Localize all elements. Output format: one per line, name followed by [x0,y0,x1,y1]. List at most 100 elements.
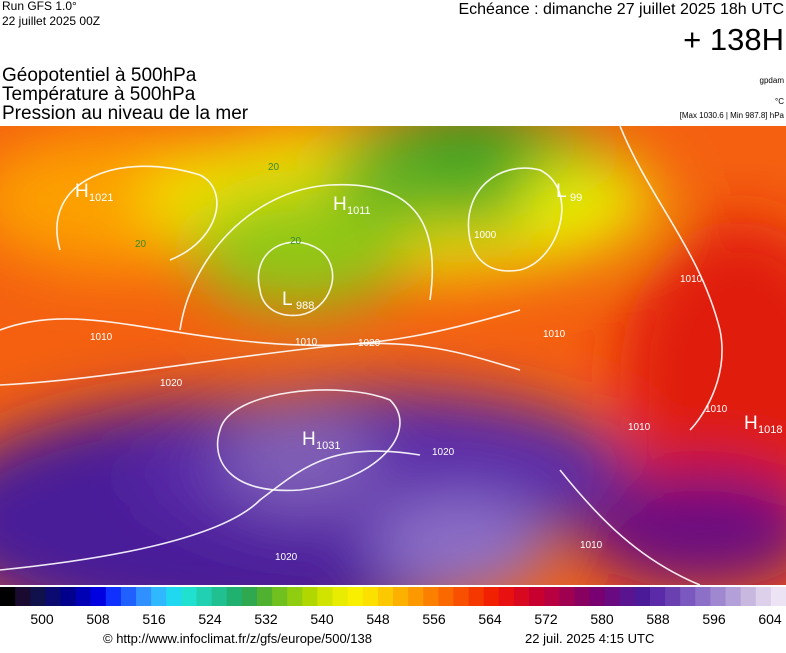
swatch [725,587,742,606]
isobar-label: 1010 [705,404,728,415]
swatch [256,587,273,606]
center-value: 1018 [758,424,782,436]
swatch [740,587,757,606]
colorbar-label: 580 [590,611,614,627]
swatch [680,587,696,606]
swatch [529,587,545,606]
swatch [120,587,137,606]
swatch [45,587,61,606]
swatch [105,587,122,606]
swatch [377,587,394,606]
unit: [Max 1030.6 | Min 987.8] hPa [680,111,785,120]
run-date: 22 juillet 2025 00Z [2,14,100,28]
center-value: 1011 [347,205,371,217]
swatch [619,587,636,606]
swatch [30,587,46,606]
center-letter: L [282,289,293,310]
swatch [649,587,666,606]
swatch [181,587,197,606]
swatch [15,587,31,606]
colorbar-label: 500 [30,611,54,627]
swatch [151,587,167,606]
swatch [513,587,530,606]
echeance: Echéance : dimanche 27 juillet 2025 18h … [458,1,784,18]
swatch [665,587,681,606]
colorbar-label: 532 [254,611,278,627]
swatch [604,587,621,606]
center-value: 1031 [316,440,340,452]
isobar-label: 1010 [680,274,703,285]
run: Run GFS 1.0° [2,0,77,13]
isobar-label: 1010 [295,337,318,348]
colorbar-label: 564 [478,611,502,627]
url: © http://www.infoclimat.fr/z/gfs/europe/… [103,631,372,646]
swatch [589,587,606,606]
swatch [302,587,318,606]
temp-label: 20 [268,162,280,173]
isobar-label: 1020 [432,447,455,458]
swatch [347,587,364,606]
lead-time: + 138H [683,22,784,57]
swatch [211,587,228,606]
center-letter: H [302,429,316,450]
swatch [75,587,92,606]
swatch [498,587,515,606]
colorbar-label: 572 [534,611,558,627]
center-letter: L [556,181,567,202]
swatch [241,587,258,606]
title: Température à 500hPa [2,84,196,105]
center-value: 988 [296,300,314,312]
swatch [634,587,651,606]
center-letter: H [75,181,89,202]
swatch [332,587,349,606]
swatch [287,587,303,606]
isobar-label: 1020 [358,338,381,349]
swatch [272,587,288,606]
swatch [393,587,409,606]
colorbar-label: 588 [646,611,670,627]
center-letter: H [333,194,347,215]
swatch [755,587,772,606]
isobar-label: 1020 [275,552,298,563]
colorbar-label: 508 [86,611,110,627]
center-letter: H [744,413,758,434]
isobar-label: 1000 [474,230,497,241]
unit: °C [775,97,784,106]
swatch [362,587,379,606]
swatch [60,587,77,606]
temp-label: 20 [290,236,302,247]
swatch [770,587,786,606]
swatch [483,587,500,606]
swatch [408,587,424,606]
swatch [226,587,243,606]
center-value: 99 [570,192,582,204]
colorbar-label: 516 [142,611,166,627]
swatch [423,587,439,606]
swatch [695,587,711,606]
timestamp: 22 juil. 2025 4:15 UTC [525,631,654,646]
isobar-label: 1010 [90,332,113,343]
swatch [710,587,727,606]
swatch [468,587,485,606]
colorbar-label: 540 [310,611,334,627]
isobar-label: 1010 [628,422,651,433]
swatch [453,587,470,606]
swatch [136,587,152,606]
colorbar-label: 548 [366,611,390,627]
unit: gpdam [760,76,785,85]
title: Géopotentiel à 500hPa [2,65,197,86]
colorbar-label: 604 [758,611,782,627]
title: Pression au niveau de la mer [2,103,249,124]
colorbar-label: 556 [422,611,446,627]
isobar-label: 1020 [160,378,183,389]
swatch [0,587,16,606]
colorbar-label: 596 [702,611,726,627]
swatch [438,587,454,606]
swatch [574,587,590,606]
temp-label: 20 [135,239,147,250]
swatch [196,587,213,606]
swatch [317,587,334,606]
colorbar: 500 508 516 524 532 540 548 556 564 572 580 588 596 6… [0,587,786,627]
